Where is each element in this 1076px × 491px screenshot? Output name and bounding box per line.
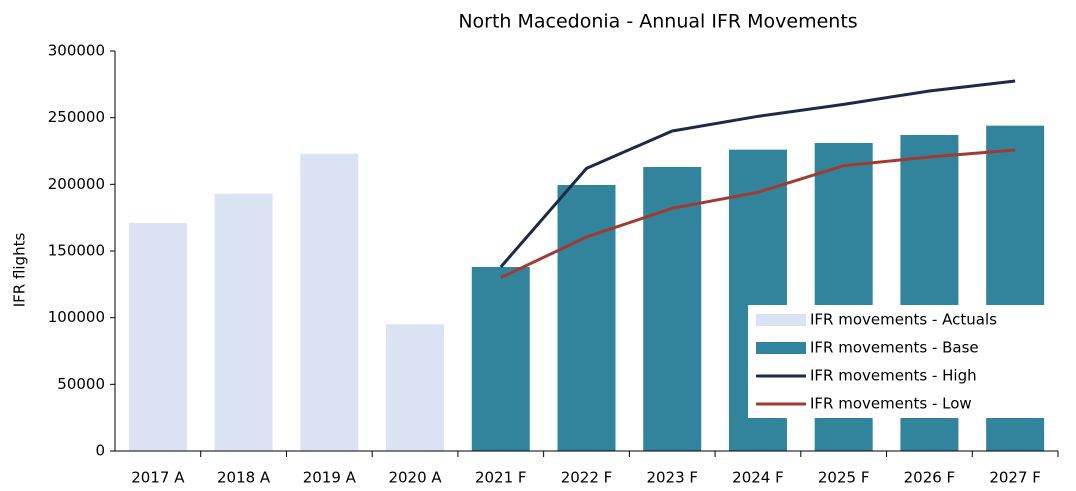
x-tick-label: 2021 F bbox=[475, 469, 527, 487]
line bbox=[499, 79, 1016, 268]
x-tick-label: 2020 A bbox=[388, 469, 442, 487]
y-tick-label: 300000 bbox=[48, 42, 105, 60]
legend-label: IFR movements - High bbox=[810, 367, 977, 385]
legend-swatch bbox=[756, 342, 806, 354]
line bbox=[500, 148, 1016, 280]
x-tick-label: 2026 F bbox=[904, 469, 956, 487]
legend-swatch bbox=[756, 314, 806, 326]
x-tick-label: 2024 F bbox=[732, 469, 784, 487]
bar bbox=[557, 185, 616, 451]
bar bbox=[300, 153, 359, 451]
y-tick-label: 50000 bbox=[57, 375, 105, 393]
x-tick-label: 2025 F bbox=[818, 469, 870, 487]
x-tick-label: 2027 F bbox=[989, 469, 1041, 487]
y-axis-label: IFR flights bbox=[11, 233, 29, 308]
x-tick-label: 2018 A bbox=[217, 469, 271, 487]
y-tick-label: 150000 bbox=[48, 242, 105, 260]
bar bbox=[386, 324, 445, 451]
x-tick-label: 2019 A bbox=[303, 469, 357, 487]
y-tick-label: 100000 bbox=[48, 308, 105, 326]
legend-label: IFR movements - Low bbox=[810, 395, 972, 413]
x-tick-label: 2023 F bbox=[646, 469, 698, 487]
y-tick-label: 0 bbox=[95, 442, 105, 460]
legend-label: IFR movements - Base bbox=[810, 339, 979, 357]
bar bbox=[128, 223, 187, 451]
x-tick-label: 2017 A bbox=[131, 469, 185, 487]
x-tick-label: 2022 F bbox=[561, 469, 613, 487]
chart-title: North Macedonia - Annual IFR Movements bbox=[458, 11, 857, 33]
legend: IFR movements - Actuals IFR movements - B… bbox=[748, 305, 1053, 418]
y-tick-label: 250000 bbox=[48, 108, 105, 126]
bar bbox=[471, 267, 530, 451]
bar bbox=[214, 193, 273, 451]
legend-label: IFR movements - Actuals bbox=[810, 311, 997, 329]
y-tick-label: 200000 bbox=[48, 175, 105, 193]
